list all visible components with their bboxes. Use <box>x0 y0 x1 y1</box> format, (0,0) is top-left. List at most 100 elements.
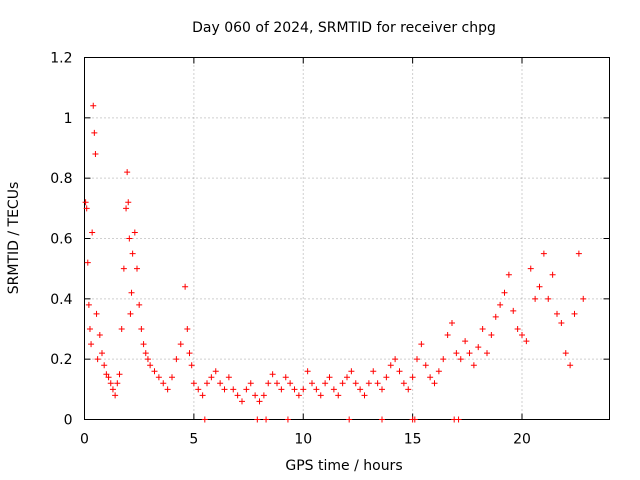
y-tick-label: 1 <box>64 111 73 127</box>
y-tick-label: 0.6 <box>50 232 72 248</box>
data-point <box>567 362 574 369</box>
data-point <box>118 326 125 332</box>
data-point <box>234 392 241 399</box>
data-point <box>195 386 202 393</box>
y-tick-label: 0 <box>64 413 73 429</box>
data-points <box>82 102 587 423</box>
data-point <box>123 205 130 212</box>
data-point <box>365 380 372 387</box>
data-point <box>160 380 167 387</box>
data-point <box>379 386 385 393</box>
data-point <box>488 332 495 339</box>
data-point <box>470 362 477 369</box>
x-tick-label: 0 <box>80 432 89 448</box>
data-point <box>444 332 451 339</box>
data-point <box>90 102 97 109</box>
y-tick-label: 0.8 <box>50 171 72 187</box>
data-point <box>330 386 337 393</box>
data-point <box>580 295 587 302</box>
data-point <box>230 386 237 393</box>
data-point <box>300 386 307 393</box>
data-point <box>93 310 100 317</box>
data-point <box>545 295 552 302</box>
data-point <box>91 129 98 136</box>
data-point <box>352 380 359 387</box>
data-point <box>453 350 460 357</box>
data-point <box>138 326 145 332</box>
data-point <box>199 392 206 399</box>
data-point <box>339 380 346 387</box>
data-point <box>260 392 267 399</box>
data-point <box>374 380 381 387</box>
data-point <box>287 380 294 387</box>
data-point <box>86 326 93 332</box>
data-point <box>254 416 261 423</box>
data-point <box>344 374 350 381</box>
data-point <box>164 386 171 393</box>
data-point <box>142 350 149 357</box>
data-point <box>129 250 136 257</box>
data-point <box>479 326 486 332</box>
data-point <box>256 398 263 405</box>
data-point <box>147 362 154 369</box>
data-point <box>484 350 490 357</box>
data-point <box>221 386 228 393</box>
data-point <box>144 356 151 363</box>
data-point <box>208 374 215 381</box>
data-point <box>387 362 394 369</box>
data-point <box>457 356 464 363</box>
data-point <box>101 362 108 369</box>
data-point <box>120 265 127 272</box>
data-point <box>278 386 285 393</box>
data-point <box>169 374 175 381</box>
data-point <box>105 374 112 381</box>
data-point <box>357 386 364 393</box>
data-point <box>335 392 342 399</box>
data-point <box>562 350 569 357</box>
y-tick-label: 0.2 <box>50 352 72 368</box>
data-point <box>405 386 412 393</box>
data-point <box>514 326 521 332</box>
data-point <box>370 368 377 375</box>
data-point <box>85 301 92 308</box>
data-point <box>96 332 103 339</box>
data-point <box>532 295 539 302</box>
data-point <box>88 341 95 348</box>
y-tick-label: 0.4 <box>50 292 72 308</box>
data-point <box>114 380 121 387</box>
data-point <box>252 392 259 399</box>
data-point <box>107 380 114 387</box>
data-point <box>188 362 195 369</box>
data-point <box>466 350 473 357</box>
data-point <box>501 289 508 296</box>
x-tick-label: 15 <box>404 432 422 448</box>
data-point <box>155 374 162 381</box>
data-point <box>418 341 425 348</box>
data-point <box>414 356 420 363</box>
data-point <box>383 374 390 381</box>
data-point <box>182 283 189 290</box>
data-point <box>247 380 254 387</box>
chart-title: Day 060 of 2024, SRMTID for receiver chp… <box>192 20 496 36</box>
y-axis-label: SRMTID / TECUs <box>6 182 22 295</box>
y-tick-label: 1.2 <box>50 51 72 67</box>
data-point <box>510 307 517 314</box>
data-point <box>295 392 302 399</box>
data-point <box>400 380 407 387</box>
y-ticks: 0 0.2 0.4 0.6 0.8 1 1.2 <box>50 51 610 429</box>
data-point <box>239 398 245 405</box>
data-point <box>140 341 147 348</box>
data-point <box>348 368 355 375</box>
data-point <box>361 392 368 399</box>
data-point <box>94 356 101 363</box>
x-tick-label: 10 <box>294 432 312 448</box>
data-point <box>379 416 385 423</box>
data-point <box>204 380 210 387</box>
x-tick-label: 20 <box>513 432 531 448</box>
data-point <box>346 416 353 423</box>
data-point <box>212 368 219 375</box>
data-point <box>173 356 180 363</box>
data-point <box>575 250 582 257</box>
data-point <box>131 229 138 236</box>
data-point <box>274 380 280 387</box>
